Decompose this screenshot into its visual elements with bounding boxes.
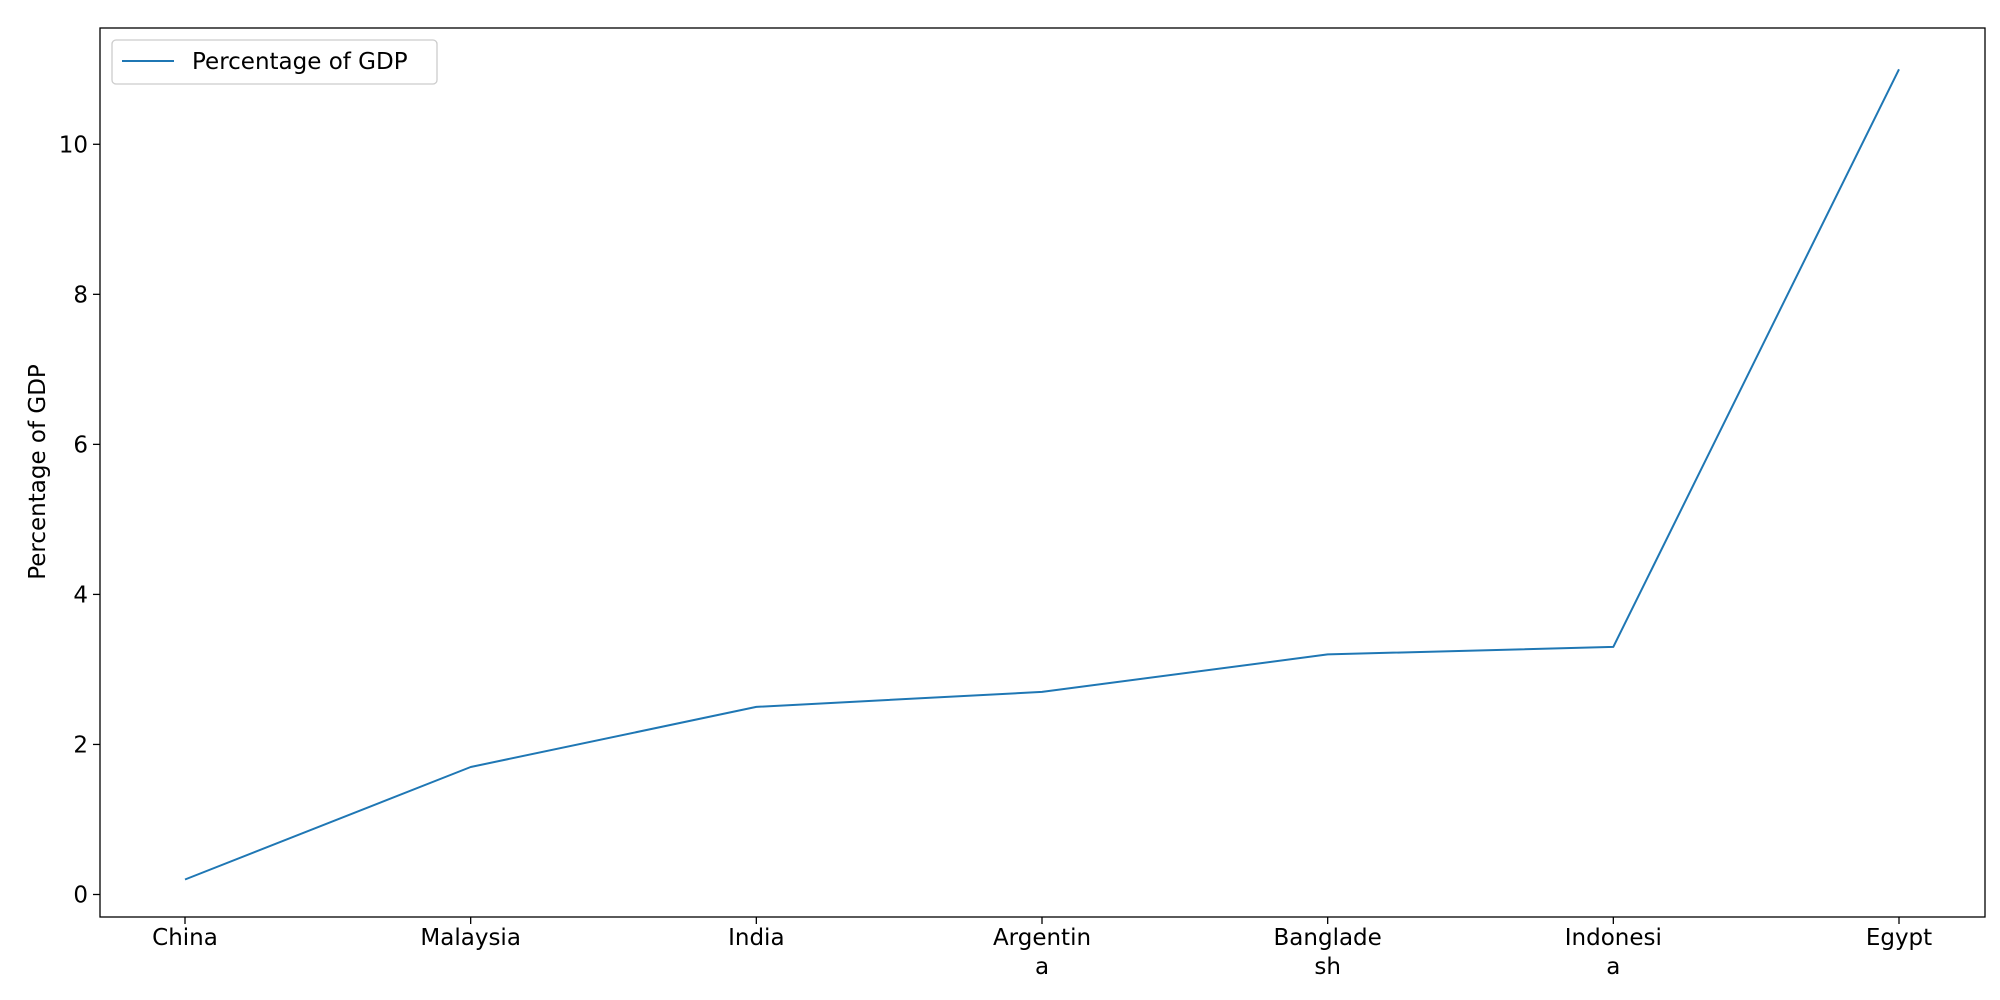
x-tick-label: Egypt	[1866, 925, 1932, 951]
legend-label: Percentage of GDP	[192, 49, 408, 75]
y-tick-label: 0	[73, 882, 88, 908]
x-tick-label: India	[728, 925, 784, 951]
x-tick-label: Indonesi a	[1565, 925, 1662, 980]
plot-frame	[100, 28, 1985, 917]
x-tick-label: Banglade sh	[1274, 925, 1382, 980]
series-line-0	[185, 69, 1899, 879]
y-tick-label: 10	[59, 132, 88, 158]
x-tick-label: Malaysia	[420, 925, 521, 951]
y-axis-ticks: 0 2 4 6 8 10	[59, 132, 100, 908]
y-tick-label: 2	[73, 732, 88, 758]
series-layer	[185, 69, 1899, 879]
y-axis-label: Percentage of GDP	[25, 364, 51, 580]
x-tick-label: China	[152, 925, 218, 951]
legend: Percentage of GDP	[112, 40, 437, 84]
x-tick-label: Argentin a	[993, 925, 1091, 980]
x-axis-ticks: China Malaysia India Argentin a Banglade sh Ind…	[152, 917, 1932, 980]
y-tick-label: 6	[73, 432, 88, 458]
y-tick-label: 8	[73, 282, 88, 308]
y-tick-label: 4	[73, 582, 88, 608]
